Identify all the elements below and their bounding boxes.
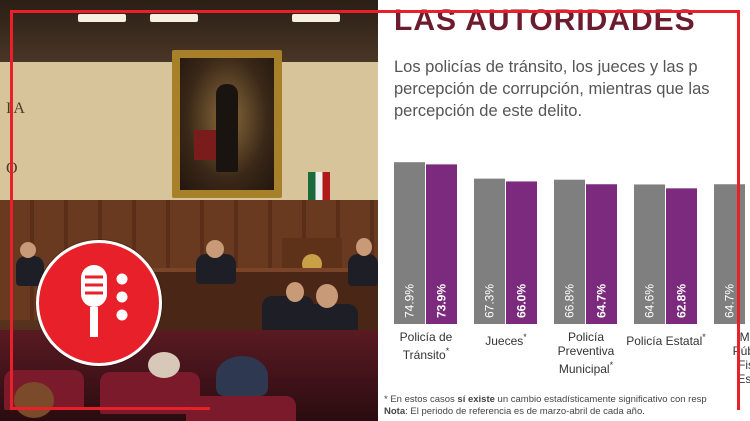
footnote: * En estos casos sí existe un cambio est…: [384, 394, 750, 418]
corruption-perception-chart: 74.9% 73.9% 67.3% 66.0% 66.8% 64.7% 64.6% 62.8%…: [378, 150, 750, 390]
footnote-text: un cambio estadísticamente significativo…: [494, 394, 707, 405]
bar-1-0: [394, 162, 425, 324]
person: [348, 254, 378, 286]
portrait-painting: [180, 58, 274, 190]
person: [216, 356, 268, 396]
intro-line: Los policías de tránsito, los jueces y l…: [394, 58, 698, 76]
person-head: [286, 282, 304, 302]
category-label: Jueces*: [485, 332, 527, 348]
painting-table: [194, 130, 216, 160]
painting-figure: [216, 84, 238, 172]
bar-1-1: [474, 178, 505, 324]
footnote-bold: Nota: [384, 406, 406, 417]
bar-value-label: 66.8%: [563, 284, 577, 318]
category-label: Policía Estatal*: [626, 332, 706, 348]
slide-intro: Los policías de tránsito, los jueces y l…: [394, 56, 750, 122]
bar-1-2: [554, 179, 585, 324]
person-head: [206, 240, 224, 258]
bar-value-label: 73.9%: [435, 284, 449, 318]
bar-chart: 74.9% 73.9% 67.3% 66.0% 66.8% 64.7% 64.6% 62.8%…: [394, 162, 745, 324]
bar-2-0: [426, 164, 457, 324]
microphone-badge: [36, 240, 162, 366]
person-head: [20, 242, 36, 258]
microphone-icon: [81, 265, 128, 337]
frame-left: [10, 10, 13, 410]
courtroom-photo: IA O: [0, 0, 378, 421]
ceiling-light: [292, 14, 340, 22]
category-label: MiPúbliFisEst: [732, 330, 750, 386]
intro-line: percepción de este delito.: [394, 102, 583, 120]
footnote-line-1: * En estos casos sí existe un cambio est…: [384, 394, 750, 406]
bar-value-label: 64.6%: [643, 284, 657, 318]
footnote-text: * En estos casos: [384, 394, 458, 405]
category-label: Policía de Tránsito*: [399, 330, 453, 362]
presentation-slide: LAS AUTORIDADES Los policías de tránsito…: [378, 0, 750, 421]
intro-line: percepción de corrupción, mientras que l…: [394, 80, 710, 98]
bar-value-label: 74.9%: [403, 284, 417, 318]
bar-value-label: 64.7%: [723, 284, 737, 318]
ceiling-light: [78, 14, 126, 22]
bar-1-3: [634, 184, 665, 324]
frame-bottom: [10, 407, 210, 410]
bar-2-2: [586, 184, 617, 324]
ceiling-light: [150, 14, 198, 22]
bar-value-label: 64.7%: [595, 284, 609, 318]
person-head: [316, 284, 338, 308]
category-label: Policía Preventiva Municipal*: [557, 330, 615, 376]
frame-top: [10, 10, 740, 13]
bar-value-label: 66.0%: [515, 284, 529, 318]
person-head: [356, 238, 372, 256]
person-head: [14, 382, 54, 418]
bar-value-label: 67.3%: [483, 284, 497, 318]
bar-2-3: [666, 188, 697, 324]
slide-title: LAS AUTORIDADES: [394, 4, 696, 37]
bar-2-1: [506, 181, 537, 324]
footnote-line-2: Nota: El periodo de referencia es de mar…: [384, 406, 750, 418]
frame-right: [737, 10, 740, 410]
bar-value-label: 62.8%: [675, 284, 689, 318]
footnote-bold: sí existe: [457, 394, 495, 405]
person-head: [148, 352, 180, 378]
footnote-text: : El periodo de referencia es de marzo-a…: [405, 406, 645, 417]
person: [196, 254, 236, 284]
